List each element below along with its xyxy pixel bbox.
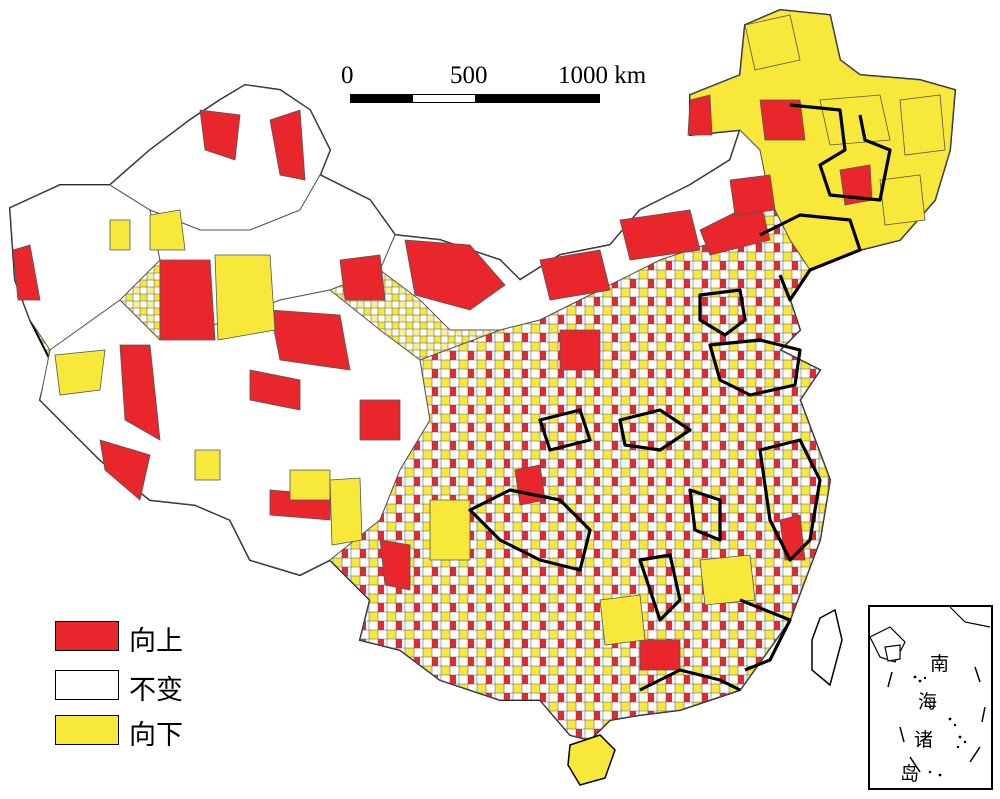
county-up-5 <box>339 254 386 301</box>
county-down-10 <box>744 14 801 71</box>
county-up-22 <box>514 464 546 506</box>
county-down-8 <box>819 94 891 146</box>
legend-label-down: 向下 <box>129 720 183 751</box>
scale-bar-graphic <box>350 94 600 103</box>
inset-char-3: 诸 <box>914 729 934 751</box>
legend-swatch-unchanged <box>55 670 119 700</box>
county-up-21 <box>639 639 681 671</box>
legend-swatch-up <box>55 621 119 651</box>
legend-swatch-down <box>55 715 119 745</box>
south-china-sea-inset: 南 海 诸 岛 <box>868 605 993 790</box>
county-up-14 <box>379 539 411 591</box>
scale-label-500: 500 <box>450 62 488 89</box>
county-down-6 <box>429 499 471 561</box>
county-up-6 <box>687 94 713 136</box>
county-up-0 <box>159 259 216 341</box>
county-down-1 <box>54 349 106 396</box>
county-down-11 <box>879 174 926 226</box>
scale-label-0: 0 <box>341 62 354 89</box>
inset-char-2: 海 <box>918 691 938 713</box>
county-up-7 <box>199 109 241 161</box>
county-up-17 <box>559 329 601 371</box>
region-taiwan <box>811 608 843 687</box>
county-up-12 <box>619 209 701 261</box>
county-up-19 <box>729 174 776 216</box>
county-down-12 <box>599 594 646 646</box>
county-down-5 <box>194 449 221 481</box>
inset-map <box>870 607 991 777</box>
county-up-4 <box>249 369 301 411</box>
county-down-3 <box>149 209 186 251</box>
county-down-13 <box>699 554 756 606</box>
county-up-2 <box>404 239 506 311</box>
inset-char-1: 南 <box>930 653 950 675</box>
scale-segment-3 <box>475 95 599 102</box>
county-down-4 <box>109 219 131 251</box>
county-up-8 <box>269 109 306 181</box>
scale-segment-1 <box>351 95 413 102</box>
county-up-3 <box>119 344 161 441</box>
county-up-16 <box>359 399 401 441</box>
county-up-18 <box>759 99 806 141</box>
county-down-2 <box>289 469 331 501</box>
county-up-9 <box>99 439 151 501</box>
inset-char-4: 岛 <box>900 763 920 785</box>
thick-boundaries <box>468 103 892 692</box>
regions-up-group <box>12 94 873 671</box>
scale-label-1000km: 1000 km <box>558 62 647 89</box>
county-up-10 <box>12 244 41 301</box>
regions-down-group <box>54 14 946 646</box>
county-down-9 <box>899 94 946 156</box>
county-up-11 <box>539 249 611 301</box>
legend-label-up: 向上 <box>129 626 183 657</box>
county-down-7 <box>329 477 363 546</box>
county-up-1 <box>269 309 351 371</box>
county-down-0 <box>214 254 276 341</box>
legend-label-unchanged: 不变 <box>129 675 183 706</box>
region-hainan <box>567 734 616 786</box>
